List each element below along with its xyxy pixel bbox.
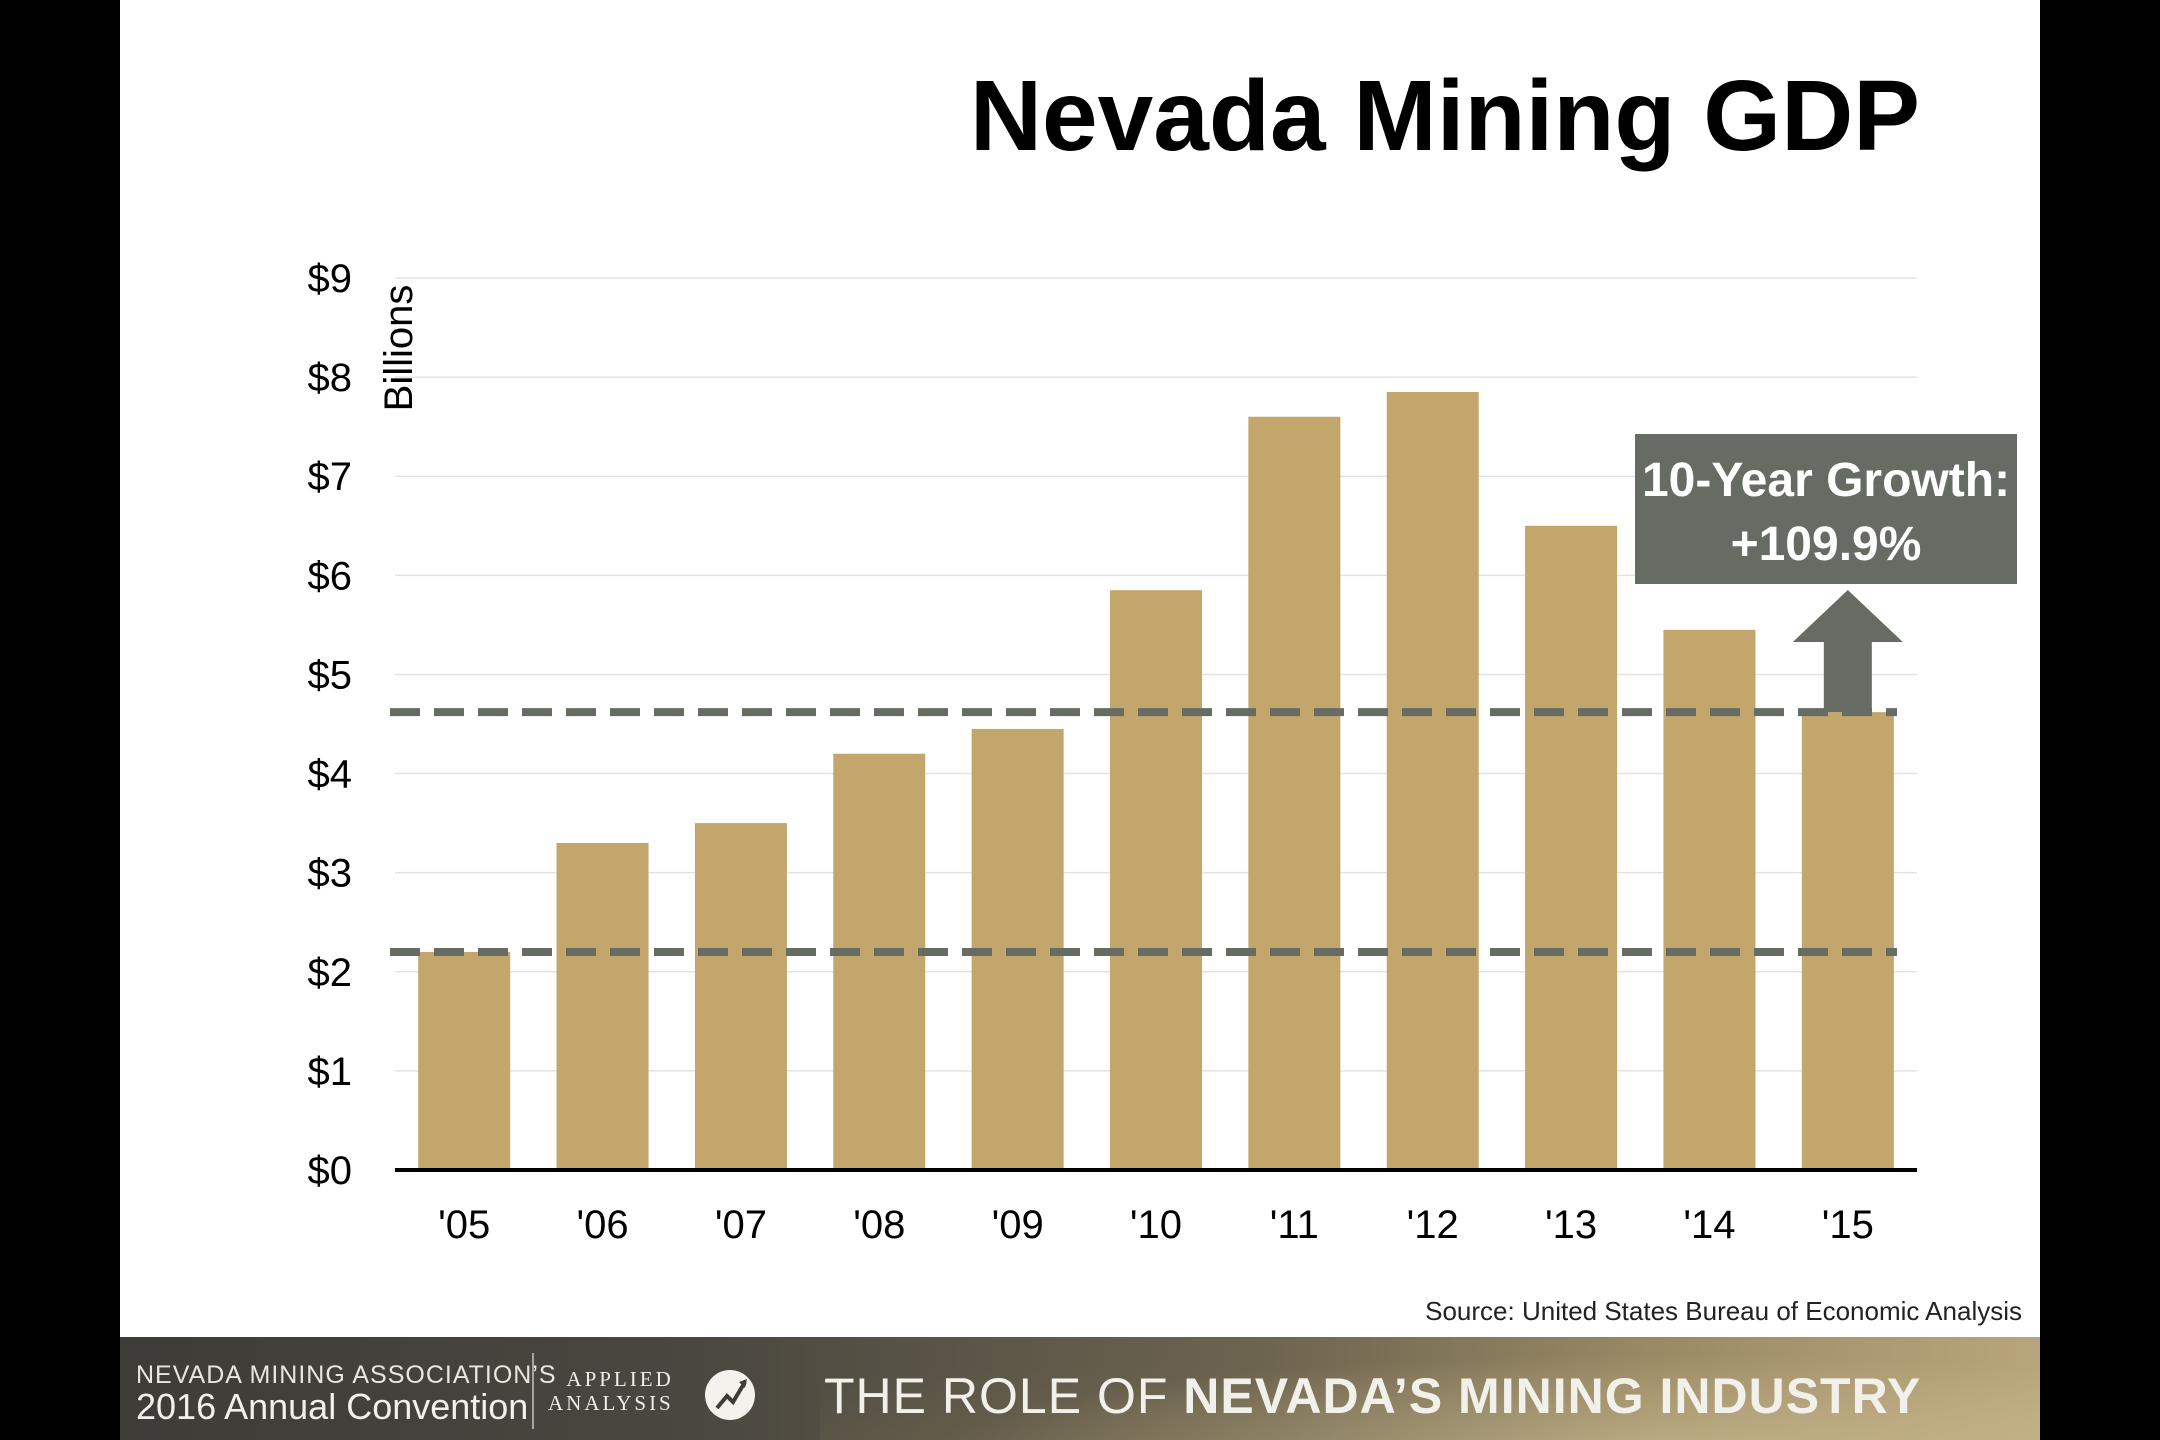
bar-08 [833, 753, 926, 1170]
x-tick-label: '11 [1270, 1203, 1319, 1247]
association-name: NEVADA MINING ASSOCIATION’S [136, 1361, 557, 1389]
slide: Nevada Mining GDP Billions $0 $1 $2 $3 $4 $5 $6 $… [120, 0, 2040, 1440]
growth-callout-line2: +109.9% [1731, 518, 1922, 571]
growth-arrow-icon [1792, 590, 1903, 713]
footer-tagline: THE ROLE OF NEVADA’S MINING INDUSTRY [824, 1367, 1921, 1425]
bar-11 [1248, 416, 1341, 1170]
bar-14 [1663, 629, 1756, 1170]
logo-word-analysis: ANALYSIS [548, 1391, 674, 1415]
bar-15 [1801, 712, 1894, 1170]
bar-12 [1386, 391, 1479, 1170]
tagline-prefix: THE ROLE OF [824, 1368, 1184, 1424]
growth-callout-line1: 10-Year Growth: [1642, 454, 2010, 507]
y-tick-label: $6 [308, 554, 353, 598]
logo-arrow-icon [705, 1370, 755, 1420]
bar-10 [1110, 590, 1202, 1170]
bar-05 [418, 951, 511, 1170]
chart-title: Nevada Mining GDP [970, 60, 1920, 172]
convention-name: 2016 Annual Convention [136, 1386, 529, 1427]
x-tick-label: '06 [576, 1203, 628, 1247]
chart: Nevada Mining GDP Billions $0 $1 $2 $3 $4 $5 $6 $… [308, 60, 2017, 1247]
y-tick-label: $1 [308, 1050, 353, 1094]
footer-divider [532, 1353, 534, 1429]
footer-banner: NEVADA MINING ASSOCIATION’S 2016 Annual … [120, 1337, 2040, 1440]
y-tick-label: $0 [308, 1149, 353, 1193]
logo-word-applied: APPLIED [566, 1367, 674, 1391]
y-tick-label: $3 [308, 852, 353, 896]
source-note: Source: United States Bureau of Economic… [1425, 1296, 2022, 1326]
growth-callout-box [1635, 434, 2017, 584]
tagline-emphasis: NEVADA’S MINING INDUSTRY [1183, 1368, 1922, 1424]
x-tick-label: '12 [1407, 1203, 1459, 1247]
x-tick-label: '13 [1545, 1203, 1597, 1247]
x-tick-label: '09 [992, 1203, 1044, 1247]
x-tick-label: '14 [1683, 1203, 1735, 1247]
x-tick-label: '08 [853, 1203, 905, 1247]
y-axis-label: Billions [377, 285, 421, 412]
y-tick-label: $7 [308, 455, 353, 499]
bar-07 [694, 823, 787, 1170]
y-tick-label: $8 [308, 356, 353, 400]
footer-landscape [820, 1337, 2040, 1440]
y-tick-label: $5 [308, 653, 353, 697]
y-tick-label: $4 [308, 753, 353, 797]
y-tick-label: $9 [308, 257, 353, 301]
bar-13 [1525, 525, 1618, 1170]
x-tick-label: '07 [715, 1203, 767, 1247]
x-tick-label: '10 [1130, 1203, 1182, 1247]
applied-analysis-logo: APPLIED ANALYSIS [548, 1367, 674, 1415]
x-tick-label: '15 [1822, 1203, 1874, 1247]
bar-06 [556, 842, 649, 1170]
y-tick-label: $2 [308, 951, 353, 995]
x-tick-label: '05 [438, 1203, 490, 1247]
